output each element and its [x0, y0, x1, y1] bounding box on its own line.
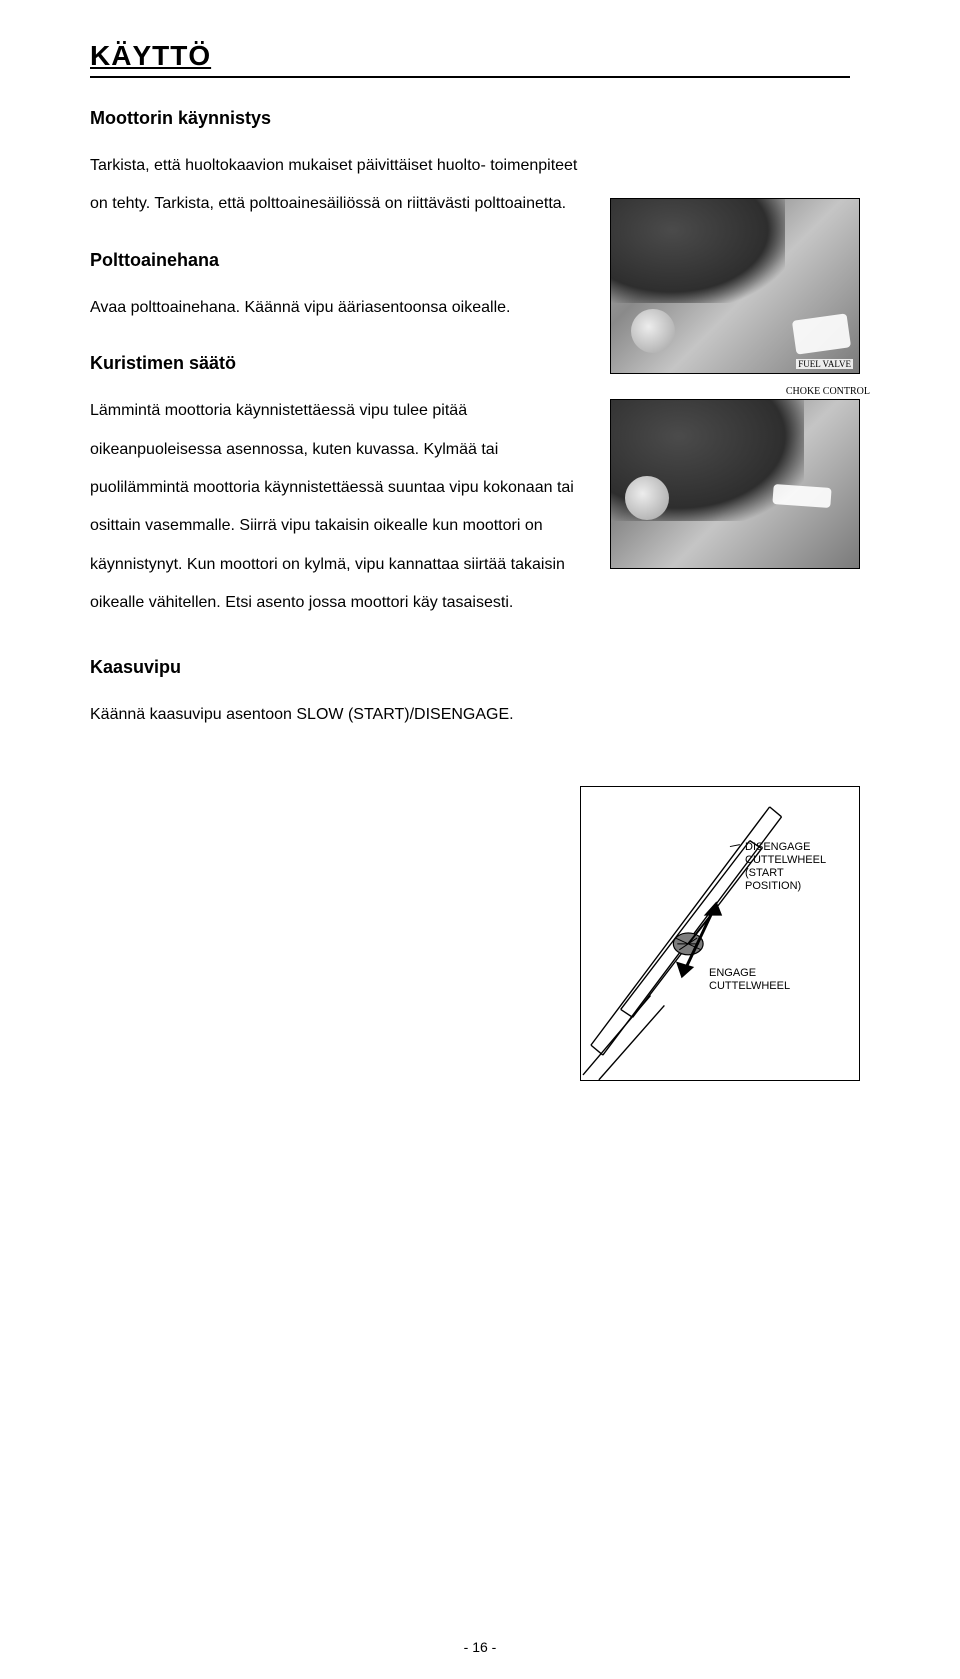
throttle-label-engage: ENGAGE CUTTELWHEEL: [709, 967, 790, 993]
page-title: KÄYTTÖ: [90, 40, 870, 72]
throttle-label-disengage-l4: POSITION): [745, 880, 801, 892]
heading-choke: Kuristimen säätö: [90, 353, 590, 374]
photo-engine-mass: [611, 199, 785, 303]
text-column: Moottorin käynnistys Tarkista, että huol…: [90, 108, 590, 760]
section-throttle: Kaasuvipu Käännä kaasuvipu asentoon SLOW…: [90, 657, 590, 734]
throttle-label-disengage-l3: (START: [745, 867, 784, 879]
figure-choke: [610, 399, 860, 569]
throttle-svg: [581, 787, 859, 1080]
title-underline-rule: [90, 76, 850, 78]
content-columns: Moottorin käynnistys Tarkista, että huol…: [90, 108, 870, 760]
callout-fuel-valve: FUEL VALVE: [796, 359, 853, 369]
figure-throttle-diagram: DISENGAGE CUTTELWHEEL (START POSITION) E…: [580, 786, 860, 1081]
page-number: - 16 -: [464, 1639, 497, 1655]
throttle-label-disengage-l1: DISENGAGE: [745, 841, 810, 853]
section-engine-start: Moottorin käynnistys Tarkista, että huol…: [90, 108, 590, 224]
body-choke: Lämmintä moottoria käynnistettäessä vipu…: [90, 392, 590, 622]
heading-throttle: Kaasuvipu: [90, 657, 590, 678]
body-engine-start: Tarkista, että huoltokaavion mukaiset pä…: [90, 147, 590, 224]
heading-fuel-valve: Polttoainehana: [90, 250, 590, 271]
page-footer: - 16 -: [0, 1639, 960, 1655]
photo-knob: [631, 309, 675, 353]
section-fuel-valve: Polttoainehana Avaa polttoainehana. Kään…: [90, 250, 590, 327]
page: KÄYTTÖ Moottorin käynnistys Tarkista, et…: [0, 0, 960, 1679]
figure-fuel-valve: FUEL VALVE: [610, 198, 860, 374]
figure-column: FUEL VALVE CHOKE CONTROL: [610, 108, 870, 760]
heading-engine-start: Moottorin käynnistys: [90, 108, 590, 129]
throttle-label-engage-l1: ENGAGE: [709, 967, 756, 979]
body-fuel-valve: Avaa polttoainehana. Käännä vipu ääriase…: [90, 289, 590, 327]
header: KÄYTTÖ: [90, 40, 870, 78]
section-choke: Kuristimen säätö Lämmintä moottoria käyn…: [90, 353, 590, 622]
throttle-label-disengage-l2: CUTTELWHEEL: [745, 854, 826, 866]
throttle-label-disengage: DISENGAGE CUTTELWHEEL (START POSITION): [745, 841, 826, 894]
figure-spacer-top: [610, 108, 870, 186]
body-throttle: Käännä kaasuvipu asentoon SLOW (START)/D…: [90, 696, 590, 734]
throttle-label-engage-l2: CUTTELWHEEL: [709, 980, 790, 992]
throttle-figure-wrap: DISENGAGE CUTTELWHEEL (START POSITION) E…: [90, 760, 870, 1081]
callout-choke-control: CHOKE CONTROL: [610, 386, 870, 397]
photo-knob: [625, 476, 669, 520]
photo-lever: [772, 484, 831, 508]
figure-choke-wrap: CHOKE CONTROL: [610, 386, 870, 569]
